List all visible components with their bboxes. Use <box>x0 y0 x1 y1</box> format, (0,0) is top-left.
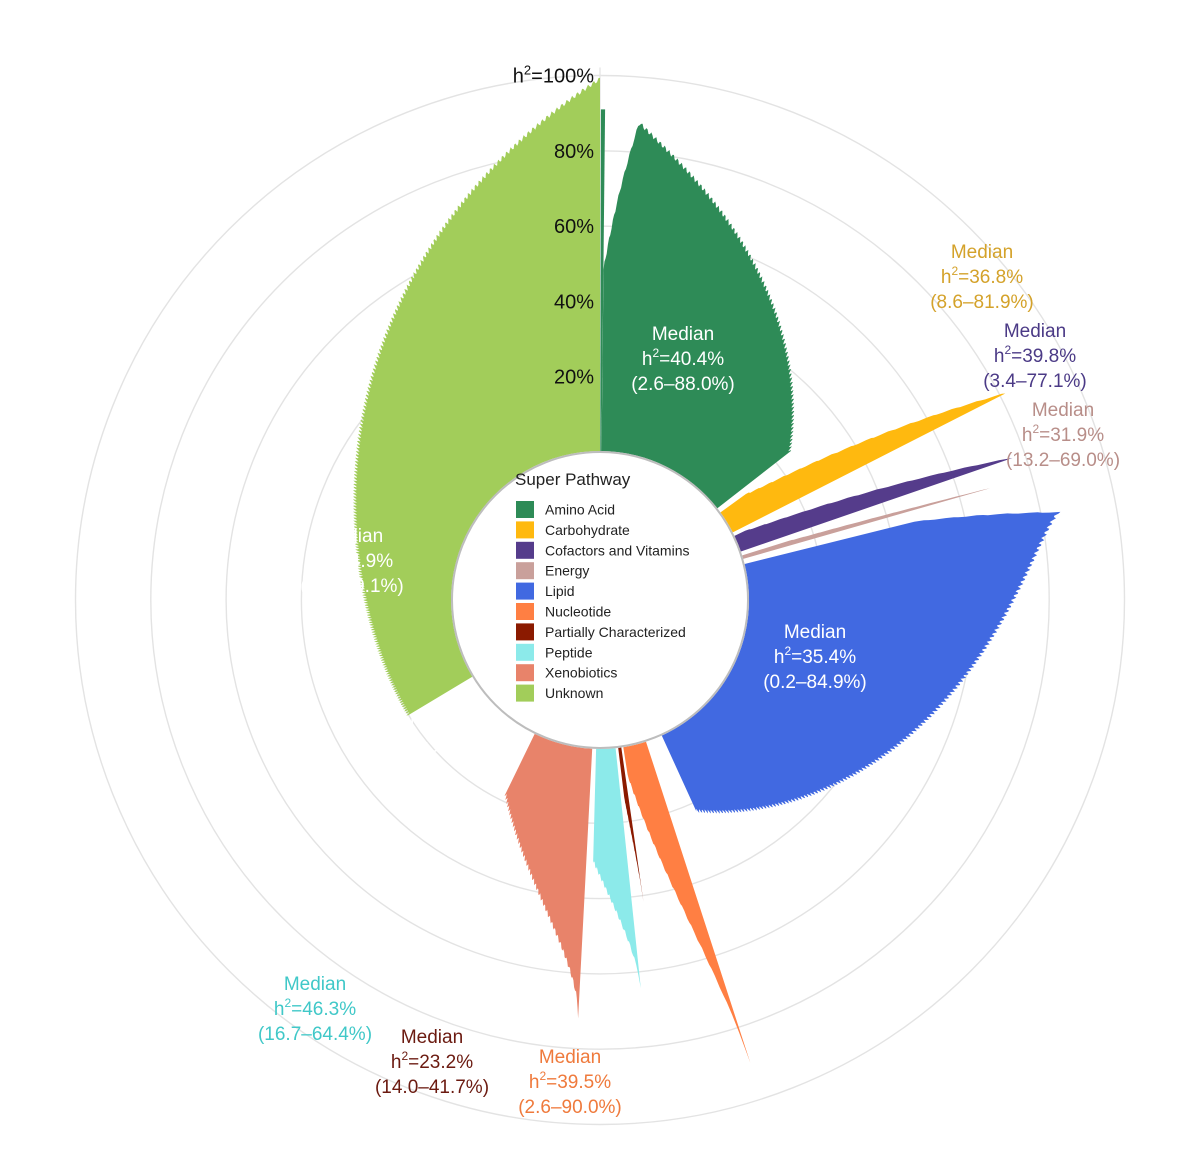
annotation-line: h2=36.8% <box>941 264 1023 288</box>
legend-item-nucleotide: Nucleotide <box>516 603 611 620</box>
annotation-line: h2=46.3% <box>274 996 356 1020</box>
annotation-line: (13.2–69.0%) <box>1006 450 1120 471</box>
legend-item-carbohydrate: Carbohydrate <box>516 521 630 539</box>
legend-swatch <box>516 664 534 682</box>
annotation-line: Median <box>321 526 383 547</box>
bar-sector-unknown <box>352 77 600 716</box>
annotation-line: (3.4–77.1%) <box>983 371 1087 392</box>
r-tick-label: 80% <box>554 141 594 163</box>
annotation-line: Median <box>951 242 1013 263</box>
legend-swatch <box>516 582 534 600</box>
median-annotations: Medianh2=40.4%(2.6–88.0%)Medianh2=36.8%(… <box>258 242 1120 1118</box>
annotation-line: Median <box>784 622 846 643</box>
bar-sector-nucleotide <box>623 741 751 1063</box>
legend-label: Xenobiotics <box>545 665 617 681</box>
legend-label: Lipid <box>545 583 575 599</box>
bar-amino-acid-max <box>600 109 606 453</box>
legend-item-cofactors-and-vitamins: Cofactors and Vitamins <box>516 541 689 559</box>
bar-sector-partially-characterized <box>618 747 644 902</box>
legend-swatch <box>516 643 534 661</box>
bar-sector-amino-acid <box>601 123 795 509</box>
r-tick-label: 60% <box>554 216 594 238</box>
annotation-line: h2=31.9% <box>1022 422 1104 446</box>
annotation-line: h2=35.4% <box>774 644 856 668</box>
annotation-line: (2.6–88.0%) <box>631 374 735 395</box>
bar-sector-carbohydrate <box>720 393 1006 533</box>
annotation-line: Median <box>401 1027 463 1048</box>
legend-label: Peptide <box>545 644 593 660</box>
legend-label: Nucleotide <box>545 604 611 620</box>
annotation-line: Median <box>410 711 472 732</box>
legend-item-unknown: Unknown <box>516 684 603 702</box>
annotation-line: (14.0–41.7%) <box>375 1077 489 1098</box>
legend-item-lipid: Lipid <box>516 582 575 600</box>
legend-item-partially-characterized: Partially Characterized <box>516 623 686 641</box>
legend-swatch <box>516 603 534 620</box>
legend-title: Super Pathway <box>515 470 631 489</box>
annotation-line: h2=39.8% <box>994 343 1076 367</box>
r-tick-label: 40% <box>554 291 594 313</box>
annotation-line: h2=39.5% <box>529 1069 611 1093</box>
r-tick-label-top: h2=100% <box>513 63 594 88</box>
annotation-line: (8.6–81.9%) <box>930 292 1034 313</box>
annotation-line: h2=36.2% <box>400 733 482 757</box>
legend-label: Partially Characterized <box>545 624 686 640</box>
legend-label: Carbohydrate <box>545 522 630 538</box>
radial-axis-labels: 20% 40% 60% 80% h2=100% <box>513 63 594 389</box>
r-tick-label: 20% <box>554 367 594 389</box>
legend-swatch <box>516 562 534 580</box>
annotation-line: Median <box>539 1047 601 1068</box>
legend-label: Amino Acid <box>545 502 615 518</box>
legend-swatch <box>516 684 534 702</box>
legend-item-energy: Energy <box>516 562 589 580</box>
annotation-line: (2.0–99.1%) <box>300 576 404 597</box>
annotation-line: (2.6–90.0%) <box>518 1097 622 1118</box>
annotation-line: Median <box>284 974 346 995</box>
radial-bars <box>352 77 1061 1063</box>
legend-swatch <box>516 541 534 559</box>
legend-swatch <box>516 623 534 641</box>
annotation-line: Median <box>1032 400 1094 421</box>
annotation-line: h2=34.9% <box>311 548 393 572</box>
bar-sector-cofactors-and-vitamins <box>734 458 1013 552</box>
annotation-line: h2=23.2% <box>391 1049 473 1073</box>
annotation-line: (0.2–84.9%) <box>763 672 867 693</box>
legend-item-xenobiotics: Xenobiotics <box>516 664 617 682</box>
legend-item-peptide: Peptide <box>516 643 593 661</box>
annotation-line: Median <box>652 324 714 345</box>
legend-item-amino-acid: Amino Acid <box>516 501 615 518</box>
annotation-line: h2=40.4% <box>642 346 724 370</box>
annotation-line: Median <box>1004 321 1066 342</box>
bar-sector-peptide <box>593 748 641 989</box>
legend-label: Cofactors and Vitamins <box>545 542 689 558</box>
legend: Super Pathway Amino Acid Carbohydrate Cofac… <box>515 470 689 702</box>
center-disc <box>451 451 749 749</box>
bar-sector-energy <box>742 488 990 559</box>
bar-sector-xenobiotics <box>504 733 593 1019</box>
legend-label: Unknown <box>545 685 603 701</box>
legend-swatch <box>516 501 534 518</box>
legend-swatch <box>516 521 534 539</box>
legend-label: Energy <box>545 563 589 579</box>
annotation-line: (16.7–64.4%) <box>258 1024 372 1045</box>
bar-sector-lipid <box>661 511 1061 814</box>
